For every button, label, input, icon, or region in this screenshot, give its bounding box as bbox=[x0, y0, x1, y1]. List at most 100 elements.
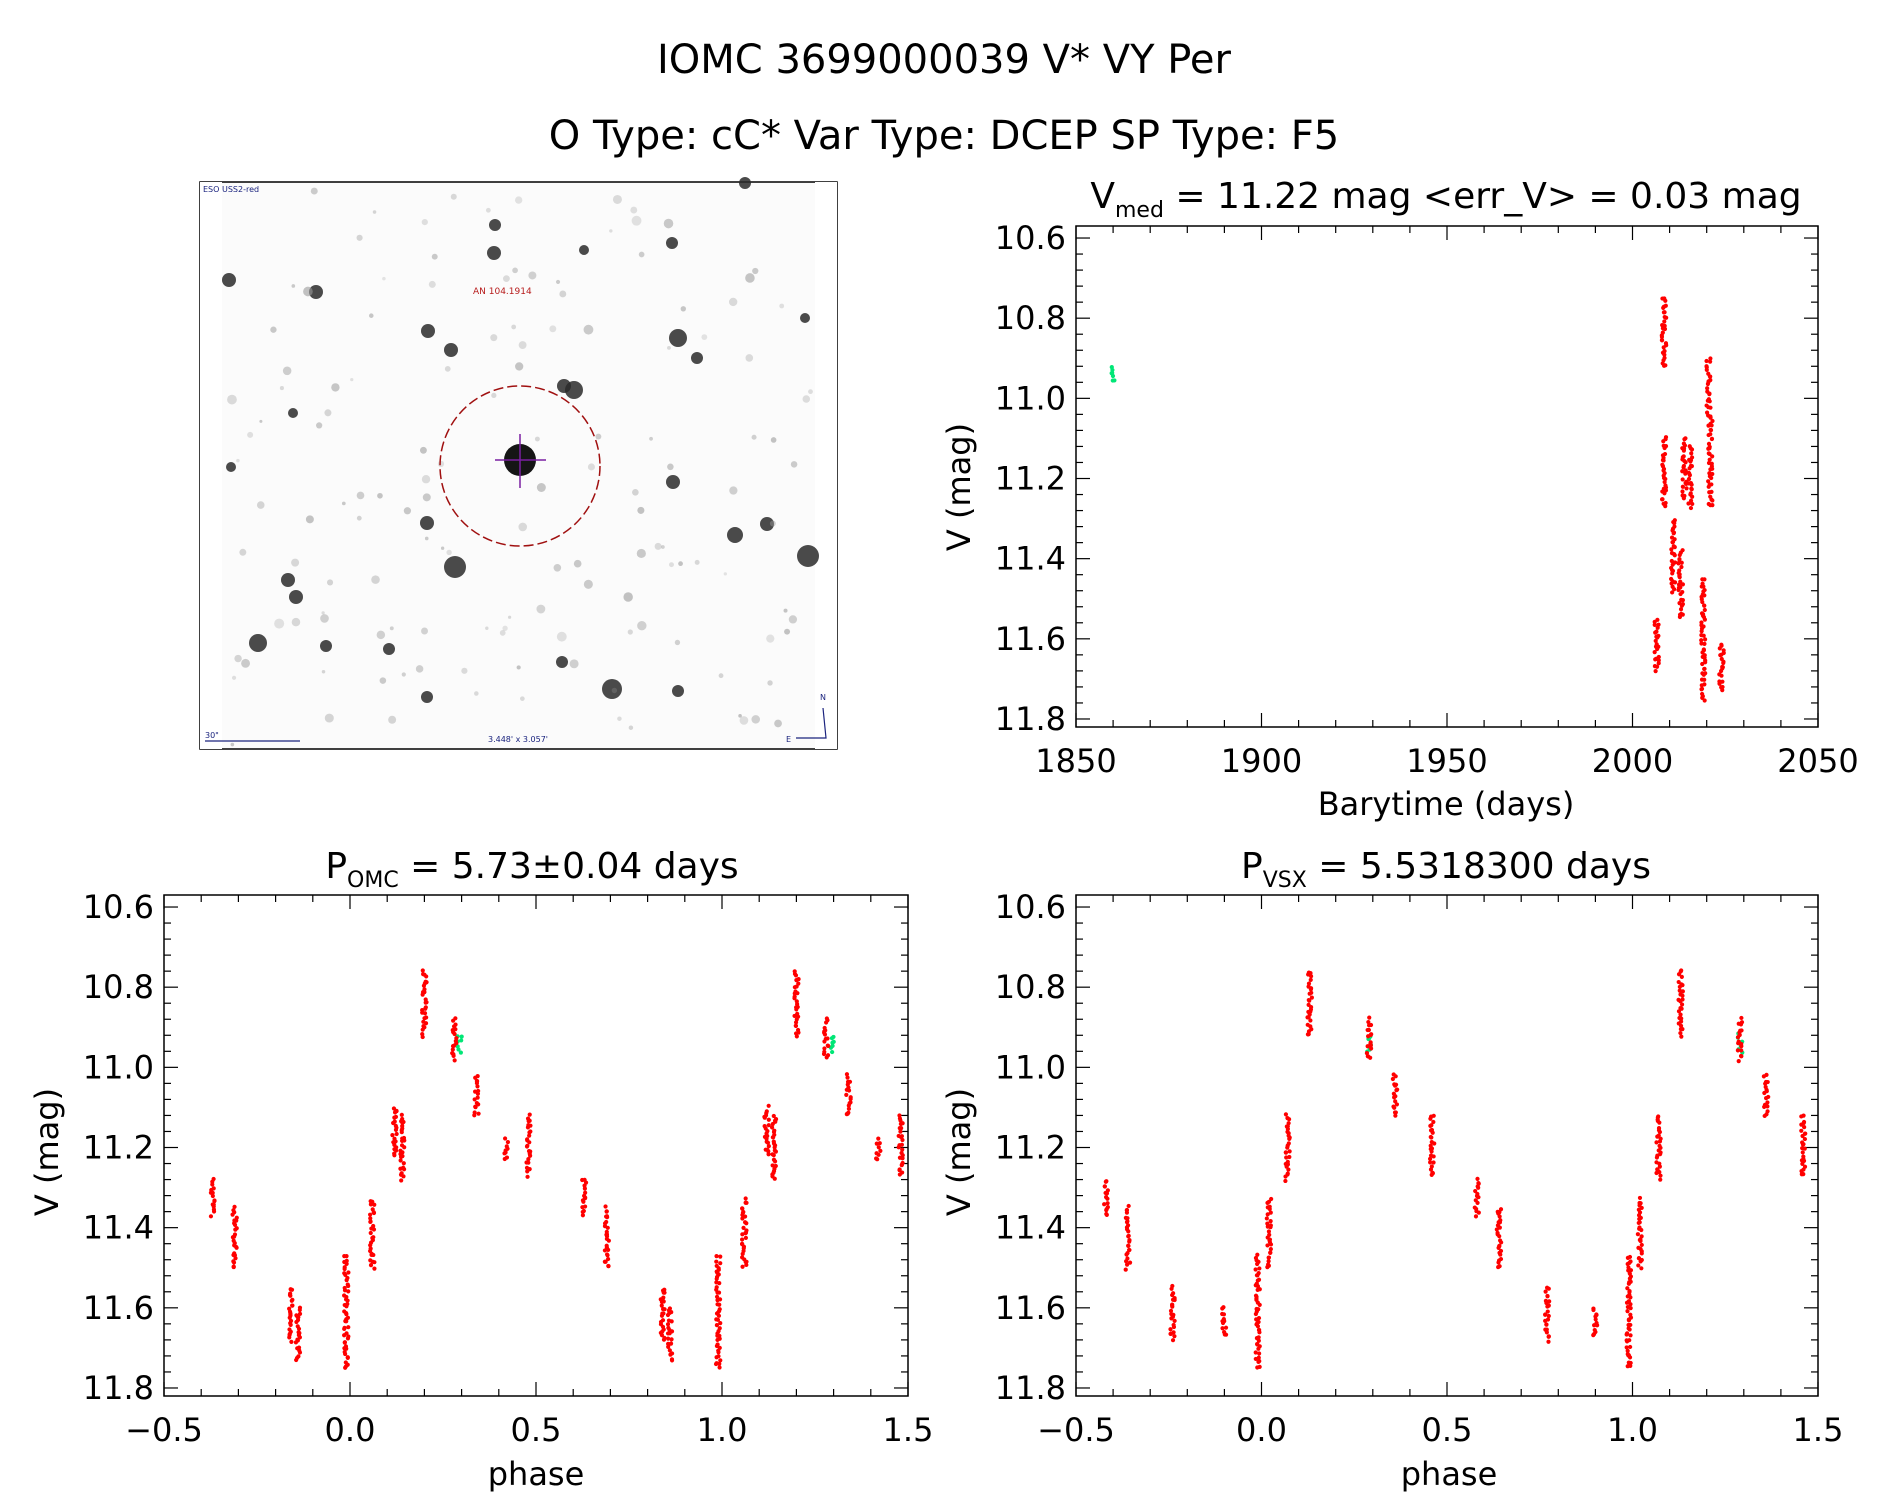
red-data-point bbox=[1284, 1155, 1289, 1160]
finder-star bbox=[579, 245, 589, 255]
red-data-point bbox=[525, 1125, 531, 1130]
finder-star bbox=[281, 573, 295, 587]
finder-faint-star bbox=[227, 394, 237, 405]
finder-faint-star bbox=[421, 219, 428, 226]
red-data-point bbox=[580, 1177, 585, 1183]
red-data-point bbox=[794, 1034, 799, 1039]
red-data-point bbox=[1677, 988, 1682, 993]
lightcurve-ylabel: V (mag) bbox=[940, 423, 978, 551]
red-data-point bbox=[1702, 666, 1707, 672]
red-data-point bbox=[1364, 1050, 1370, 1056]
finder-faint-star bbox=[236, 458, 240, 463]
red-data-point bbox=[1708, 374, 1713, 379]
red-data-point bbox=[1679, 560, 1684, 565]
red-data-point bbox=[1392, 1105, 1397, 1110]
finder-faint-star bbox=[701, 334, 708, 341]
red-data-point bbox=[844, 1072, 850, 1077]
finder-faint-star bbox=[627, 629, 633, 635]
red-data-point bbox=[1700, 599, 1705, 605]
red-data-point bbox=[581, 1199, 586, 1204]
red-data-point bbox=[231, 1264, 236, 1269]
red-data-point bbox=[1639, 1266, 1644, 1271]
red-data-point bbox=[1172, 1318, 1177, 1324]
red-data-point bbox=[1627, 1355, 1633, 1360]
finder-faint-star bbox=[630, 206, 638, 214]
red-data-point bbox=[1654, 1155, 1660, 1160]
red-data-point bbox=[1708, 428, 1714, 433]
red-data-point bbox=[900, 1121, 905, 1126]
red-data-point bbox=[1683, 480, 1688, 486]
lightcurve-title: Vmed = 11.22 mag <err_V> = 0.03 mag bbox=[1090, 176, 1801, 223]
red-data-point bbox=[296, 1326, 302, 1331]
red-data-point bbox=[1680, 477, 1685, 482]
vsx-phase-panel: PVSX = 5.5318300 days −0.5 0.0 0.5 1.0 1.5 10… bbox=[940, 846, 1843, 1493]
red-data-point bbox=[762, 1115, 767, 1120]
red-data-point bbox=[714, 1323, 720, 1328]
red-data-point bbox=[1265, 1212, 1270, 1217]
red-data-point bbox=[1308, 974, 1314, 979]
red-data-point bbox=[659, 1299, 665, 1305]
red-data-point bbox=[1497, 1264, 1502, 1269]
red-data-point bbox=[743, 1200, 748, 1205]
finder-star bbox=[556, 656, 568, 668]
red-data-point bbox=[1670, 590, 1675, 595]
y-tick-label: 11.6 bbox=[995, 620, 1066, 658]
red-data-point bbox=[876, 1136, 881, 1141]
red-data-point bbox=[1168, 1308, 1174, 1313]
red-data-point bbox=[398, 1166, 403, 1171]
red-data-point bbox=[345, 1355, 350, 1360]
finder-faint-star bbox=[774, 719, 782, 728]
red-data-point bbox=[661, 1307, 666, 1312]
finder-star bbox=[420, 516, 434, 530]
finder-target-label: AN 104.1914 bbox=[473, 287, 532, 297]
red-data-point bbox=[1638, 1238, 1643, 1244]
red-data-point bbox=[1670, 539, 1676, 545]
red-data-point bbox=[846, 1103, 851, 1108]
red-data-point bbox=[744, 1262, 749, 1268]
red-data-point bbox=[1545, 1309, 1550, 1314]
red-data-point bbox=[1475, 1200, 1480, 1205]
red-data-point bbox=[525, 1169, 530, 1174]
finder-faint-star bbox=[694, 559, 700, 565]
red-data-point bbox=[420, 1034, 425, 1040]
red-data-point bbox=[793, 1020, 799, 1025]
red-data-point bbox=[900, 1153, 905, 1158]
lightcurve-plot: 1850 1900 1950 2000 2050 10.6 10.8 11.0 11.2 11.4… bbox=[995, 219, 1859, 780]
red-data-point bbox=[715, 1290, 720, 1295]
red-data-point bbox=[1652, 650, 1657, 655]
red-data-point bbox=[1546, 1339, 1551, 1344]
red-data-point bbox=[1253, 1311, 1258, 1317]
red-data-point bbox=[1428, 1153, 1434, 1158]
green-data-point bbox=[458, 1050, 463, 1055]
red-data-point bbox=[766, 1117, 771, 1122]
red-data-point bbox=[211, 1204, 216, 1209]
red-data-point bbox=[1659, 497, 1665, 502]
red-data-point bbox=[582, 1186, 587, 1191]
finder-faint-star bbox=[234, 654, 242, 663]
red-data-point bbox=[1664, 315, 1669, 320]
red-data-point bbox=[452, 1058, 457, 1063]
red-data-point bbox=[848, 1096, 853, 1102]
red-data-point bbox=[1800, 1146, 1805, 1151]
red-data-point bbox=[846, 1106, 852, 1111]
red-data-point bbox=[1800, 1133, 1805, 1139]
red-data-point bbox=[1699, 683, 1704, 688]
red-data-point bbox=[1476, 1185, 1481, 1190]
red-data-point bbox=[1283, 1112, 1289, 1117]
red-data-point bbox=[343, 1365, 348, 1370]
red-data-point bbox=[1494, 1227, 1499, 1232]
red-data-point bbox=[1683, 471, 1688, 476]
red-data-point bbox=[392, 1115, 397, 1120]
red-data-point bbox=[1124, 1259, 1129, 1264]
red-data-point bbox=[900, 1147, 905, 1152]
red-data-point bbox=[368, 1263, 374, 1268]
vsx-phase-xlabel: phase bbox=[1401, 1455, 1498, 1493]
green-data-point bbox=[1110, 378, 1115, 383]
red-data-point bbox=[1681, 448, 1686, 453]
red-data-point bbox=[1475, 1176, 1480, 1181]
finder-faint-star bbox=[247, 431, 254, 438]
red-data-point bbox=[1625, 1309, 1630, 1314]
red-data-point bbox=[1683, 468, 1688, 473]
red-data-point bbox=[1283, 1178, 1288, 1184]
red-data-point bbox=[1266, 1229, 1272, 1234]
